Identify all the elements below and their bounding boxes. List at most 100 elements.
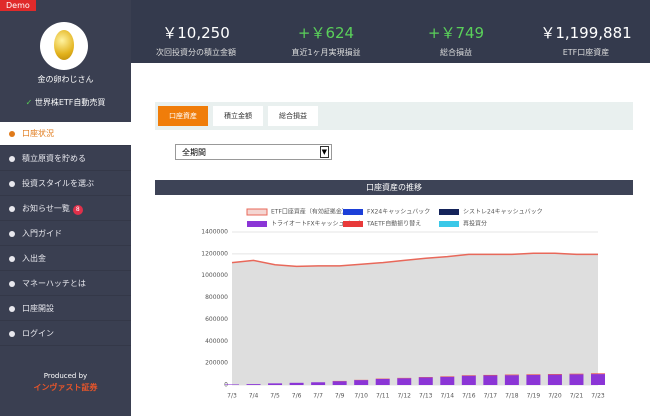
bar <box>461 375 476 385</box>
bar <box>268 383 283 385</box>
menu-item[interactable]: 入門ガイド <box>0 222 131 246</box>
bar <box>289 382 304 385</box>
bar <box>591 373 605 375</box>
menu-item[interactable]: お知らせ一覧 8 <box>0 197 131 221</box>
legend-swatch <box>439 221 459 227</box>
legend-label: FX24キャッシュバック <box>367 209 430 216</box>
stat-label: ETF口座資産 <box>562 48 610 57</box>
tab[interactable]: 口座資産 <box>158 106 208 126</box>
y-tick-label: 800000 <box>205 294 228 301</box>
menu-icon <box>9 281 15 287</box>
legend-swatch <box>439 209 459 215</box>
user-name: 金の卵わじさん <box>37 75 94 84</box>
bar <box>591 374 605 385</box>
bar <box>569 373 584 375</box>
bar <box>504 374 519 376</box>
bar <box>311 382 326 385</box>
legend-swatch <box>343 221 363 227</box>
x-tick-label: 7/21 <box>570 393 584 400</box>
period-select[interactable]: 全期間 ▼ <box>175 144 332 160</box>
produced: Produced by <box>43 372 88 380</box>
stat: +￥624 直近1ヶ月実現損益 <box>261 0 391 58</box>
menu-item[interactable]: ログイン <box>0 322 131 346</box>
x-tick-label: 7/5 <box>270 393 280 400</box>
menu-label: 入門ガイド <box>22 229 62 238</box>
legend-label: 再投資分 <box>463 220 487 228</box>
stats-bar: ￥10,250 次回投資分の積立金額 +￥624 直近1ヶ月実現損益 +￥749 総合損益… <box>131 0 650 63</box>
bar <box>526 374 541 385</box>
menu-label: 積立原資を貯める <box>22 154 86 163</box>
bar <box>440 376 455 385</box>
legend-swatch <box>246 208 268 216</box>
bar <box>354 380 369 385</box>
legend-swatch <box>247 221 267 227</box>
menu-item[interactable]: 入出金 <box>0 247 131 271</box>
y-tick-label: 1200000 <box>201 250 228 257</box>
menu-item[interactable]: 積立原資を貯める <box>0 147 131 171</box>
bar <box>397 378 412 385</box>
y-tick-label: 600000 <box>205 316 228 323</box>
y-tick-label: 1000000 <box>201 272 228 279</box>
menu-label: お知らせ一覧 <box>22 204 70 213</box>
y-tick-label: 1400000 <box>201 229 228 236</box>
x-tick-label: 7/14 <box>441 393 455 400</box>
x-tick-label: 7/4 <box>249 393 259 400</box>
bar <box>225 384 239 385</box>
stat: +￥749 総合損益 <box>391 0 521 58</box>
bar <box>504 375 519 385</box>
area <box>232 253 598 385</box>
chart: 0200000400000600000800000100000012000001… <box>201 208 605 400</box>
avatar <box>40 22 88 70</box>
x-tick-label: 7/7 <box>313 393 323 400</box>
select-text: 全期間 <box>182 148 206 157</box>
x-tick-label: 7/9 <box>335 393 345 400</box>
x-tick-label: 7/11 <box>376 393 390 400</box>
tab[interactable]: 積立金額 <box>213 106 263 126</box>
menu-label: 投資スタイルを選ぶ <box>22 179 94 188</box>
demo-badge: Demo <box>0 0 36 11</box>
stat-value: +￥624 <box>297 24 355 42</box>
bar <box>547 374 562 385</box>
menu-label: マネーハッチとは <box>22 279 86 288</box>
stat-label: 直近1ヶ月実現損益 <box>291 48 361 57</box>
legend-label: TAETF自動振り替え <box>366 220 421 228</box>
menu-item[interactable]: 口座開設 <box>0 297 131 321</box>
chart-header: 口座資産の推移 <box>155 180 633 195</box>
x-tick-label: 7/18 <box>505 393 519 400</box>
company: インヴァスト証券 <box>33 383 98 392</box>
bar <box>483 375 498 385</box>
menu-icon <box>9 206 15 212</box>
stat-value: ￥10,250 <box>162 24 230 42</box>
bar <box>375 378 390 385</box>
tab[interactable]: 総合損益 <box>268 106 318 126</box>
bar <box>547 374 562 375</box>
x-tick-label: 7/17 <box>484 393 498 400</box>
x-tick-label: 7/23 <box>591 393 605 400</box>
y-tick-label: 400000 <box>205 338 228 345</box>
stat-value: ￥1,199,881 <box>540 24 632 42</box>
legend-label: ETF口座資産（有効証拠金） <box>271 208 348 216</box>
menu-item[interactable]: 投資スタイルを選ぶ <box>0 172 131 196</box>
menu-icon <box>9 306 15 312</box>
bar <box>418 377 433 385</box>
menu-icon <box>9 156 15 162</box>
x-tick-label: 7/16 <box>462 393 476 400</box>
menu-label: 口座開設 <box>22 304 54 313</box>
menu-label: ログイン <box>22 329 54 338</box>
plan: ✓ 世界株ETF自動売買 <box>25 98 106 107</box>
bar <box>526 374 541 375</box>
x-tick-label: 7/12 <box>397 393 411 400</box>
menu-item[interactable]: マネーハッチとは <box>0 272 131 296</box>
menu-item[interactable]: 口座状況 <box>0 122 131 146</box>
badge: 8 <box>72 205 83 215</box>
stat-label: 次回投資分の積立金額 <box>156 48 236 57</box>
legend-label: トライオートFXキャッシュバック <box>271 221 363 228</box>
x-tick-label: 7/10 <box>354 393 368 400</box>
y-tick-label: 200000 <box>205 360 228 367</box>
line <box>231 252 598 268</box>
bar <box>332 381 347 385</box>
menu-label: 口座状況 <box>22 129 54 138</box>
legend-swatch <box>343 209 363 215</box>
stat: ￥1,199,881 ETF口座資産 <box>521 0 650 58</box>
